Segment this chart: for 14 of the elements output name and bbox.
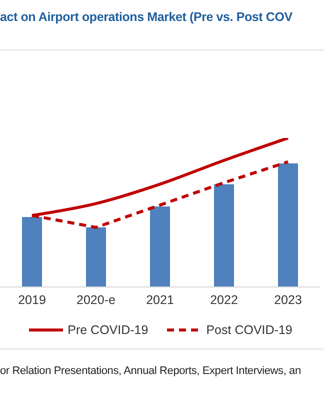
x-tick-label: 2019 — [18, 292, 46, 307]
bar — [150, 206, 170, 287]
x-tick-label: 2023 — [274, 292, 302, 307]
x-tick-label: 2020-e — [76, 292, 116, 307]
legend-label: Post COVID-19 — [206, 323, 292, 337]
bar — [278, 163, 298, 287]
x-tick-label: 2021 — [146, 292, 174, 307]
x-tick-label: 2022 — [210, 292, 238, 307]
bar — [214, 184, 234, 287]
bar — [86, 227, 106, 287]
text: or Relation Presentations, Annual Reports, Expert Interviews, an — [0, 365, 301, 377]
chart-title: act on Airport operations Market (Pre vs. Post COV — [0, 10, 292, 24]
legend-label: Pre COVID-19 — [68, 323, 148, 337]
bar — [22, 216, 42, 287]
